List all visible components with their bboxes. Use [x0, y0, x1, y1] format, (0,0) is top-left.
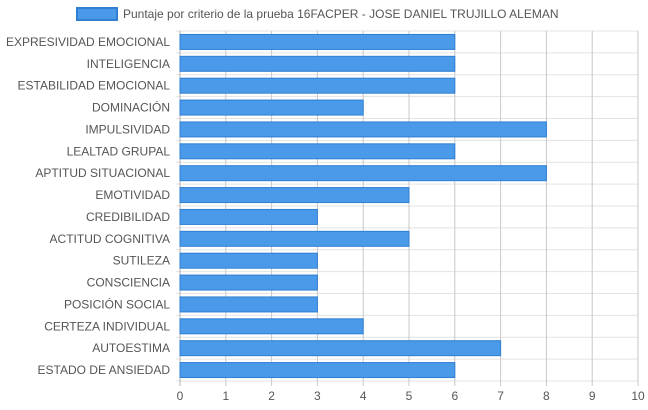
bar[interactable] [179, 121, 547, 138]
bar[interactable] [179, 318, 364, 335]
x-axis-ticks: 0 1 2 3 4 5 6 7 8 9 10 [177, 389, 645, 403]
legend-swatch[interactable] [76, 7, 118, 21]
category-label: CONSCIENCIA [87, 276, 170, 290]
category-label: ESTABILIDAD EMOCIONAL [18, 79, 171, 93]
category-label: ESTADO DE ANSIEDAD [38, 363, 171, 377]
x-tick-label: 0 [177, 389, 184, 403]
bar[interactable] [179, 187, 410, 204]
category-label: EXPRESIVIDAD EMOCIONAL [6, 35, 170, 49]
category-label: POSICIÓN SOCIAL [64, 296, 170, 311]
x-tick-label: 8 [543, 389, 550, 403]
bar[interactable] [179, 296, 318, 313]
x-tick-label: 1 [222, 389, 229, 403]
category-label: CERTEZA INDIVIDUAL [44, 319, 170, 333]
category-label: DOMINACIÓN [92, 100, 170, 115]
category-label: SUTILEZA [113, 254, 170, 268]
category-label: CREDIBILIDAD [86, 210, 170, 224]
gridlines [176, 30, 639, 386]
category-label: EMOTIVIDAD [95, 188, 170, 202]
x-tick-label: 10 [631, 389, 645, 403]
x-tick-label: 7 [497, 389, 504, 403]
legend-label[interactable]: Puntaje por criterio de la prueba 16FACP… [123, 7, 559, 21]
bar[interactable] [179, 208, 318, 225]
bar[interactable] [179, 340, 502, 357]
bar[interactable] [179, 77, 456, 94]
legend[interactable]: Puntaje por criterio de la prueba 16FACP… [76, 7, 559, 21]
bar[interactable] [179, 230, 410, 247]
category-label: APTITUD SITUACIONAL [35, 166, 170, 180]
category-label: AUTOESTIMA [92, 341, 170, 355]
category-label: LEALTAD GRUPAL [67, 144, 171, 158]
category-label: IMPULSIVIDAD [85, 122, 170, 136]
bars [179, 33, 547, 379]
x-tick-label: 6 [451, 389, 458, 403]
x-tick-label: 4 [360, 389, 367, 403]
x-tick-label: 3 [314, 389, 321, 403]
category-label: INTELIGENCIA [87, 57, 170, 71]
x-tick-label: 5 [406, 389, 413, 403]
bar[interactable] [179, 33, 456, 50]
x-tick-label: 9 [589, 389, 596, 403]
bar[interactable] [179, 252, 318, 269]
x-tick-label: 2 [268, 389, 275, 403]
bar[interactable] [179, 274, 318, 291]
bar[interactable] [179, 143, 456, 160]
bar[interactable] [179, 165, 547, 182]
bar[interactable] [179, 55, 456, 72]
bar[interactable] [179, 99, 364, 116]
category-labels: EXPRESIVIDAD EMOCIONAL INTELIGENCIA ESTABI… [6, 35, 170, 377]
bar[interactable] [179, 362, 456, 379]
category-label: ACTITUD COGNITIVA [50, 232, 170, 246]
